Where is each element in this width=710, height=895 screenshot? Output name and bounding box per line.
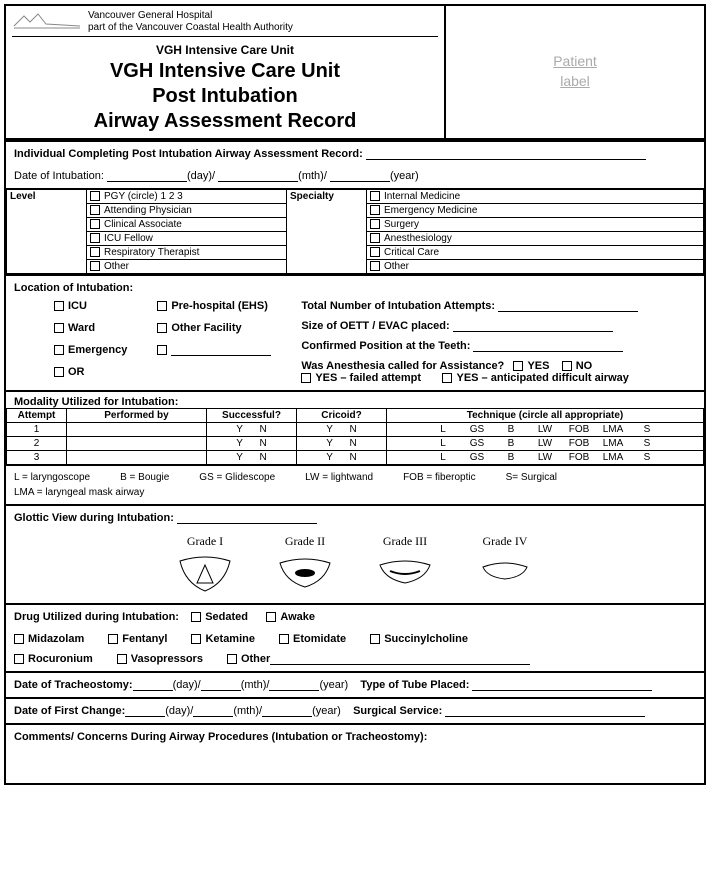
patient-label-1: Patient	[553, 53, 597, 69]
comments-section: Comments/ Concerns During Airway Procedu…	[6, 723, 704, 783]
date-year-input[interactable]	[330, 170, 390, 182]
location-label: Location of Intubation:	[14, 282, 696, 294]
completing-label: Individual Completing Post Intubation Ai…	[14, 148, 363, 160]
comments-label: Comments/ Concerns During Airway Procedu…	[14, 731, 427, 743]
checkbox[interactable]	[157, 323, 167, 333]
table-row: 3Y NY NLGSBLWFOBLMAS	[7, 451, 704, 465]
checkbox[interactable]	[370, 247, 380, 257]
checkbox[interactable]	[14, 634, 24, 644]
table-row: 2Y NY NLGSBLWFOBLMAS	[7, 437, 704, 451]
teeth-input[interactable]	[473, 340, 623, 352]
technique-legend: L = laryngoscopeB = BougieGS = Glidescop…	[6, 465, 704, 504]
patient-label-box: Patient label	[444, 6, 704, 138]
location-section: Location of Intubation: ICU Ward Emergen…	[6, 274, 704, 390]
glottis-grade1-icon	[175, 553, 235, 593]
glottis-grade2-icon	[275, 553, 335, 593]
mountain-logo-icon	[12, 10, 82, 30]
attempts-input[interactable]	[498, 300, 638, 312]
first-change-section: Date of First Change:(day)/(mth)/(year) …	[6, 697, 704, 723]
checkbox[interactable]	[513, 361, 523, 371]
form-page: Vancouver General Hospital part of the V…	[4, 4, 706, 785]
title-line-2: Post Intubation	[12, 84, 438, 109]
checkbox[interactable]	[370, 191, 380, 201]
glottic-section: Glottic View during Intubation: Grade I …	[6, 504, 704, 603]
checkbox[interactable]	[54, 367, 64, 377]
checkbox[interactable]	[370, 233, 380, 243]
checkbox[interactable]	[117, 654, 127, 664]
checkbox[interactable]	[370, 634, 380, 644]
checkbox[interactable]	[108, 634, 118, 644]
checkbox[interactable]	[442, 373, 452, 383]
glottis-grade3-icon	[375, 553, 435, 593]
checkbox[interactable]	[90, 191, 100, 201]
checkbox[interactable]	[227, 654, 237, 664]
checkbox[interactable]	[370, 205, 380, 215]
attempt-table: Attempt Performed by Successful? Cricoid…	[6, 408, 704, 465]
checkbox[interactable]	[54, 345, 64, 355]
completing-section: Individual Completing Post Intubation Ai…	[6, 140, 704, 188]
other-drug-input[interactable]	[270, 653, 530, 665]
date-day-input[interactable]	[107, 170, 187, 182]
patient-label-2: label	[560, 73, 590, 89]
checkbox[interactable]	[191, 634, 201, 644]
header-left: Vancouver General Hospital part of the V…	[6, 6, 444, 138]
table-row: 1Y NY NLGSBLWFOBLMAS	[7, 423, 704, 437]
checkbox[interactable]	[54, 301, 64, 311]
date-intubation-label: Date of Intubation:	[14, 170, 104, 182]
drugs-section: Drug Utilized during Intubation: Sedated…	[6, 603, 704, 671]
oett-input[interactable]	[453, 320, 613, 332]
tracheostomy-section: Date of Tracheostomy:(day)/(mth)/(year) …	[6, 671, 704, 697]
service-input[interactable]	[445, 705, 645, 717]
checkbox[interactable]	[54, 323, 64, 333]
specialty-label: Specialty	[287, 189, 367, 274]
level-specialty-table: Level PGY (circle) 1 2 3 Specialty Inter…	[6, 188, 704, 274]
tube-input[interactable]	[472, 679, 652, 691]
checkbox[interactable]	[90, 233, 100, 243]
checkbox[interactable]	[370, 261, 380, 271]
checkbox[interactable]	[157, 345, 167, 355]
checkbox[interactable]	[562, 361, 572, 371]
title-line-3: Airway Assessment Record	[12, 109, 438, 134]
glottis-grade4-icon	[475, 553, 535, 593]
completing-input[interactable]	[366, 148, 646, 160]
other-facility-input[interactable]	[171, 344, 271, 356]
checkbox[interactable]	[90, 247, 100, 257]
checkbox[interactable]	[301, 373, 311, 383]
hospital-name: Vancouver General Hospital	[88, 10, 293, 22]
level-label: Level	[7, 189, 87, 274]
glottic-input[interactable]	[177, 512, 317, 524]
checkbox[interactable]	[191, 612, 201, 622]
hospital-authority: part of the Vancouver Coastal Health Aut…	[88, 22, 293, 34]
checkbox[interactable]	[14, 654, 24, 664]
unit-name: VGH Intensive Care Unit	[12, 43, 438, 57]
checkbox[interactable]	[157, 301, 167, 311]
checkbox[interactable]	[370, 219, 380, 229]
modality-label: Modality Utilized for Intubation:	[6, 390, 704, 408]
title-line-1: VGH Intensive Care Unit	[12, 59, 438, 84]
checkbox[interactable]	[90, 261, 100, 271]
header: Vancouver General Hospital part of the V…	[6, 6, 704, 140]
checkbox[interactable]	[90, 219, 100, 229]
date-mth-input[interactable]	[218, 170, 298, 182]
checkbox[interactable]	[90, 205, 100, 215]
checkbox[interactable]	[279, 634, 289, 644]
checkbox[interactable]	[266, 612, 276, 622]
